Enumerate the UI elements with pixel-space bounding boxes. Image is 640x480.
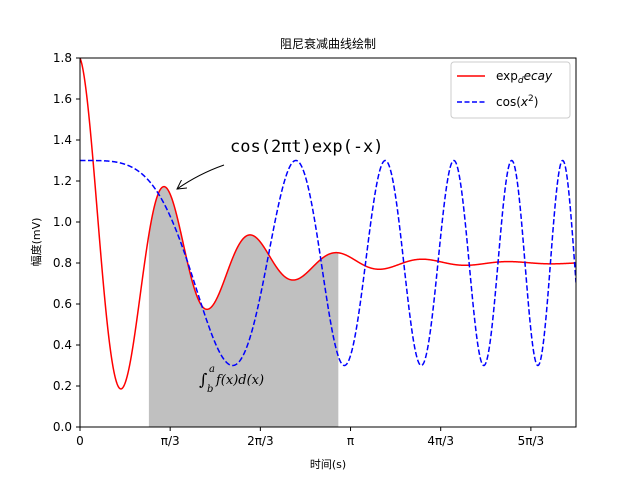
y-tick-label: 0.4 [53, 338, 72, 352]
x-tick-label: 5π/3 [518, 434, 545, 448]
annotation-arrow [177, 164, 225, 189]
annotation-layer: cos(2πt)exp(-x) ∫ a b f(x)d(x) [177, 137, 384, 395]
y-tick-label: 1.4 [53, 133, 72, 147]
series-line-exp-decay [80, 58, 576, 390]
legend-exp-tail: ecay [524, 69, 553, 83]
legend: expdecay cos(x2) [450, 61, 571, 119]
x-axis-title: 时间(s) [310, 458, 346, 471]
integral-fill-area [148, 186, 339, 427]
integral-body: f(x)d(x) [215, 373, 264, 388]
legend-cos-end: ) [534, 95, 539, 109]
y-axis: 0.0 0.2 0.4 0.6 0.8 1.0 1.2 1.4 1.6 1.8 [53, 51, 80, 434]
legend-cos-var: x [520, 95, 529, 109]
legend-cos-main: cos( [496, 95, 521, 109]
integral-sign: ∫ [199, 370, 207, 389]
y-tick-label: 0.2 [53, 379, 72, 393]
x-axis: 0 π/3 2π/3 π 4π/3 5π/3 [76, 427, 544, 448]
x-tick-label: π [347, 434, 354, 448]
series-layer [80, 58, 576, 390]
arrow-annotation-text: cos(2πt)exp(-x) [230, 137, 384, 157]
y-axis-title: 幅度(mV) [29, 218, 43, 267]
y-tick-label: 1.8 [53, 51, 72, 65]
x-tick-label: 0 [76, 434, 84, 448]
legend-exp-sub: d [518, 76, 524, 86]
plot-frame [79, 57, 577, 428]
y-tick-label: 0.8 [53, 256, 72, 270]
legend-cos-sup: 2 [528, 94, 534, 104]
fill-area-layer [148, 186, 339, 427]
series-line-cos-x-squared [80, 159, 576, 367]
legend-label-cos: cos(x2) [496, 94, 538, 109]
y-tick-label: 1.0 [53, 215, 72, 229]
legend-exp-main: exp [496, 69, 518, 83]
integral-lower-limit: b [207, 384, 213, 395]
integral-upper-limit: a [209, 364, 215, 375]
y-tick-label: 1.2 [53, 174, 72, 188]
y-tick-label: 0.6 [53, 297, 72, 311]
x-tick-label: 4π/3 [427, 434, 454, 448]
legend-label-exp-decay: expdecay [496, 69, 553, 86]
x-tick-label: 2π/3 [247, 434, 274, 448]
y-tick-label: 1.6 [53, 92, 72, 106]
x-tick-label: π/3 [161, 434, 180, 448]
y-tick-label: 0.0 [53, 420, 72, 434]
chart-title: 阻尼衰减曲线绘制 [280, 36, 376, 51]
